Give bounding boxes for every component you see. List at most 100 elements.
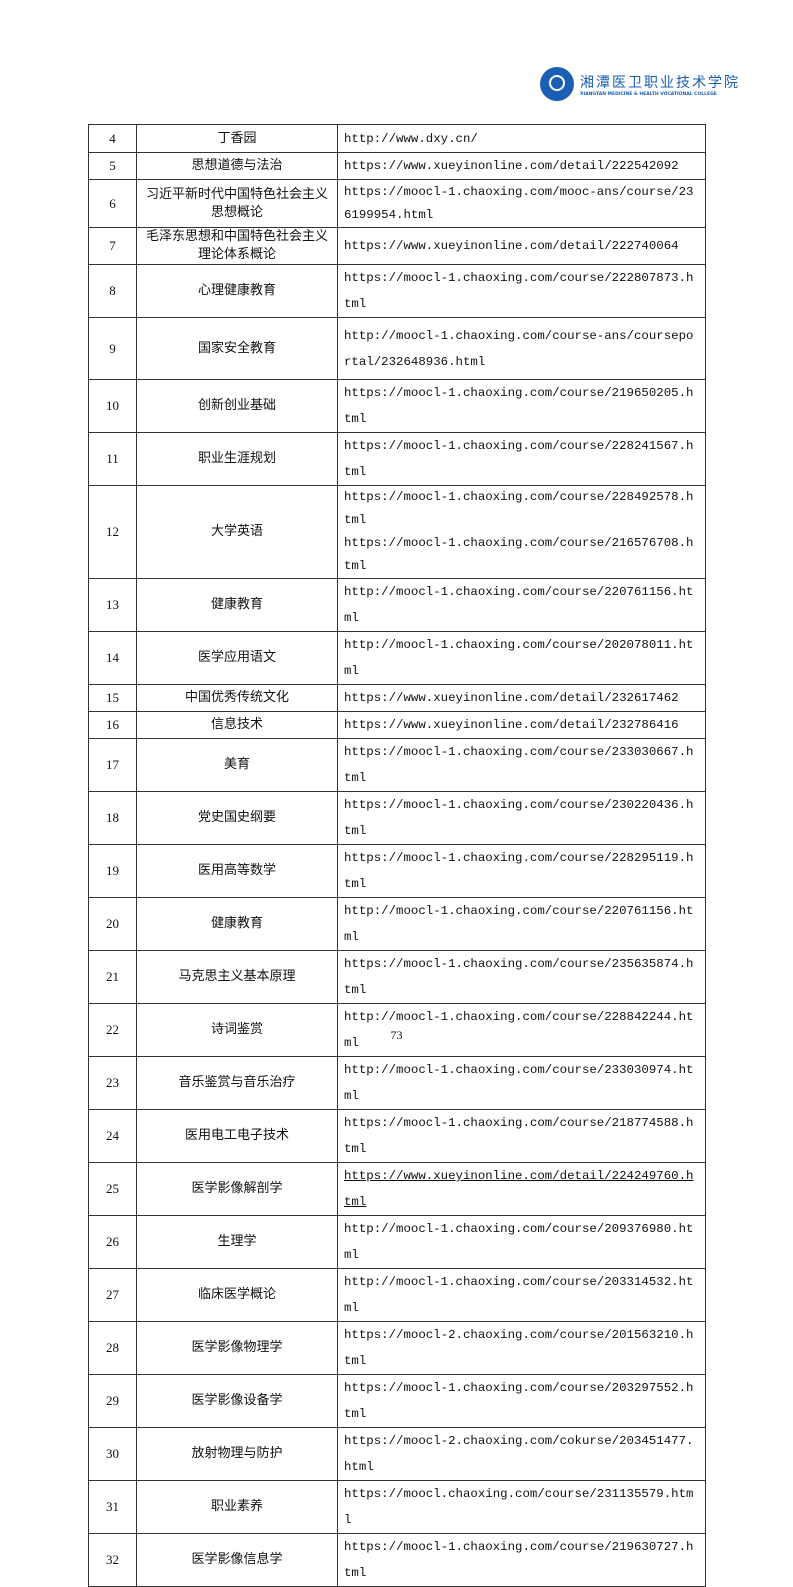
course-url-cell: http://moocl-1.chaoxing.com/course/20207… <box>337 631 706 685</box>
course-url-cell: https://moocl-1.chaoxing.com/course/2330… <box>337 738 706 792</box>
table-row: 28 医学影像物理学 https://moocl-2.chaoxing.com/co… <box>88 1321 706 1375</box>
table-row: 21 马克思主义基本原理 https://moocl-1.chaoxing.com/… <box>88 950 706 1004</box>
course-url-cell: https://moocl-1.chaoxing.com/course/2196… <box>337 1533 706 1587</box>
table-row: 19 医用高等数学 https://moocl-1.chaoxing.com/cou… <box>88 844 706 898</box>
row-number: 18 <box>88 791 137 845</box>
course-url-link[interactable]: https://moocl-1.chaoxing.com/course/2165… <box>344 536 694 573</box>
table-row: 25 医学影像解剖学 https://www.xueyinonline.com/de… <box>88 1162 706 1216</box>
table-row: 29 医学影像设备学 https://moocl-1.chaoxing.com/co… <box>88 1374 706 1428</box>
table-row: 22 诗词鉴赏 http://moocl-1.chaoxing.com/course… <box>88 1003 706 1057</box>
row-number: 16 <box>88 711 137 739</box>
course-links-table: 4 丁香园 http://www.dxy.cn/5 思想道德与法治 https://ww… <box>88 124 706 1587</box>
course-url-link[interactable]: https://moocl-2.chaoxing.com/course/2015… <box>344 1328 694 1368</box>
course-name: 健康教育 <box>136 578 338 632</box>
row-number: 6 <box>88 179 137 228</box>
course-url-cell: https://moocl-1.chaoxing.com/course/2282… <box>337 844 706 898</box>
course-name: 医学应用语文 <box>136 631 338 685</box>
row-number: 19 <box>88 844 137 898</box>
course-name: 创新创业基础 <box>136 379 338 433</box>
course-url-cell: http://moocl-1.chaoxing.com/course/22076… <box>337 897 706 951</box>
course-url-link[interactable]: https://moocl-1.chaoxing.com/course/2032… <box>344 1381 694 1421</box>
table-row: 17 美育 https://moocl-1.chaoxing.com/course/… <box>88 738 706 792</box>
course-url-link[interactable]: http://moocl-1.chaoxing.com/course/22884… <box>344 1010 694 1050</box>
table-row: 11 职业生涯规划 https://moocl-1.chaoxing.com/cou… <box>88 432 706 486</box>
course-name: 健康教育 <box>136 897 338 951</box>
course-url-link[interactable]: https://www.xueyinonline.com/detail/2242… <box>344 1169 694 1209</box>
course-url-link[interactable]: https://moocl-1.chaoxing.com/mooc-ans/co… <box>344 184 694 222</box>
course-url-link[interactable]: https://moocl-1.chaoxing.com/course/2356… <box>344 957 694 997</box>
course-url-link[interactable]: https://www.xueyinonline.com/detail/2225… <box>344 159 679 173</box>
course-url-cell: http://moocl-1.chaoxing.com/course/20331… <box>337 1268 706 1322</box>
course-url-link[interactable]: https://moocl.chaoxing.com/course/231135… <box>344 1487 694 1527</box>
table-row: 10 创新创业基础 https://moocl-1.chaoxing.com/cou… <box>88 379 706 433</box>
course-url-cell: https://moocl-2.chaoxing.com/course/2015… <box>337 1321 706 1375</box>
course-url-link[interactable]: https://www.xueyinonline.com/detail/2327… <box>344 718 679 732</box>
course-url-link[interactable]: https://moocl-1.chaoxing.com/course/2196… <box>344 1540 694 1580</box>
course-name: 大学英语 <box>136 485 338 579</box>
course-name: 放射物理与防护 <box>136 1427 338 1481</box>
row-number: 20 <box>88 897 137 951</box>
course-url-link[interactable]: https://moocl-1.chaoxing.com/course/2302… <box>344 798 694 838</box>
row-number: 32 <box>88 1533 137 1587</box>
row-number: 5 <box>88 152 137 180</box>
row-number: 27 <box>88 1268 137 1322</box>
course-url-link[interactable]: https://moocl-1.chaoxing.com/course/2282… <box>344 439 694 479</box>
course-url-link[interactable]: https://moocl-1.chaoxing.com/course/2187… <box>344 1116 694 1156</box>
page-number: 73 <box>390 1028 403 1042</box>
course-url-link[interactable]: https://www.xueyinonline.com/detail/2326… <box>344 691 679 705</box>
table-row: 7 毛泽东思想和中国特色社会主义理论体系概论 https://www.xueyino… <box>88 227 706 265</box>
course-url-cell: http://moocl-1.chaoxing.com/course/20937… <box>337 1215 706 1269</box>
course-url-link[interactable]: https://moocl-1.chaoxing.com/course/2284… <box>344 490 694 527</box>
row-number: 10 <box>88 379 137 433</box>
course-url-link[interactable]: https://moocl-1.chaoxing.com/course/2228… <box>344 271 694 311</box>
course-name: 医学影像设备学 <box>136 1374 338 1428</box>
course-url-cell: http://www.dxy.cn/ <box>337 124 706 153</box>
course-url-cell: https://moocl-1.chaoxing.com/course/2187… <box>337 1109 706 1163</box>
course-url-link[interactable]: http://moocl-1.chaoxing.com/course/20207… <box>344 638 694 678</box>
table-row: 8 心理健康教育 https://moocl-1.chaoxing.com/cour… <box>88 264 706 318</box>
table-row: 16 信息技术 https://www.xueyinonline.com/detai… <box>88 711 706 739</box>
course-url-link[interactable]: http://moocl-1.chaoxing.com/course/20937… <box>344 1222 694 1262</box>
table-row: 18 党史国史纲要 https://moocl-1.chaoxing.com/cou… <box>88 791 706 845</box>
row-number: 9 <box>88 317 137 380</box>
course-url-link[interactable]: https://moocl-1.chaoxing.com/course/2282… <box>344 851 694 891</box>
row-number: 25 <box>88 1162 137 1216</box>
row-number: 13 <box>88 578 137 632</box>
table-row: 9 国家安全教育 http://moocl-1.chaoxing.com/cours… <box>88 317 706 380</box>
course-url-cell: https://moocl-1.chaoxing.com/mooc-ans/co… <box>337 179 706 228</box>
course-url-link[interactable]: https://moocl-1.chaoxing.com/course/2330… <box>344 745 694 785</box>
course-url-link[interactable]: http://moocl-1.chaoxing.com/course-ans/c… <box>344 328 694 369</box>
course-name: 党史国史纲要 <box>136 791 338 845</box>
row-number: 30 <box>88 1427 137 1481</box>
course-name: 职业素养 <box>136 1480 338 1534</box>
course-name: 职业生涯规划 <box>136 432 338 486</box>
course-url-cell: https://moocl-1.chaoxing.com/course/2284… <box>337 485 706 579</box>
course-name: 美育 <box>136 738 338 792</box>
row-number: 7 <box>88 227 137 265</box>
course-url-cell: https://moocl-1.chaoxing.com/course/2228… <box>337 264 706 318</box>
table-row: 5 思想道德与法治 https://www.xueyinonline.com/det… <box>88 152 706 180</box>
course-name: 信息技术 <box>136 711 338 739</box>
course-url-link[interactable]: http://moocl-1.chaoxing.com/course/23303… <box>344 1063 694 1103</box>
course-url-link[interactable]: http://www.dxy.cn/ <box>344 131 478 146</box>
course-name: 国家安全教育 <box>136 317 338 380</box>
course-url-link[interactable]: http://moocl-1.chaoxing.com/course/20331… <box>344 1275 694 1315</box>
row-number: 24 <box>88 1109 137 1163</box>
table-row: 4 丁香园 http://www.dxy.cn/ <box>88 124 706 153</box>
course-url-cell: https://moocl-1.chaoxing.com/course/2302… <box>337 791 706 845</box>
course-name: 思想道德与法治 <box>136 152 338 180</box>
course-name: 医用电工电子技术 <box>136 1109 338 1163</box>
course-name: 马克思主义基本原理 <box>136 950 338 1004</box>
table-row: 27 临床医学概论 http://moocl-1.chaoxing.com/cour… <box>88 1268 706 1322</box>
course-url-link[interactable]: https://www.xueyinonline.com/detail/2227… <box>344 239 679 253</box>
course-url-link[interactable]: http://moocl-1.chaoxing.com/course/22076… <box>344 585 694 625</box>
course-url-link[interactable]: http://moocl-1.chaoxing.com/course/22076… <box>344 904 694 944</box>
course-url-link[interactable]: https://moocl-2.chaoxing.com/cokurse/203… <box>344 1434 694 1474</box>
course-url-link[interactable]: https://moocl-1.chaoxing.com/course/2196… <box>344 386 694 426</box>
row-number: 14 <box>88 631 137 685</box>
course-url-cell: https://www.xueyinonline.com/detail/2225… <box>337 152 706 180</box>
table-row: 20 健康教育 http://moocl-1.chaoxing.com/course… <box>88 897 706 951</box>
row-number: 12 <box>88 485 137 579</box>
course-name: 医学影像信息学 <box>136 1533 338 1587</box>
college-seal-icon <box>540 67 574 101</box>
